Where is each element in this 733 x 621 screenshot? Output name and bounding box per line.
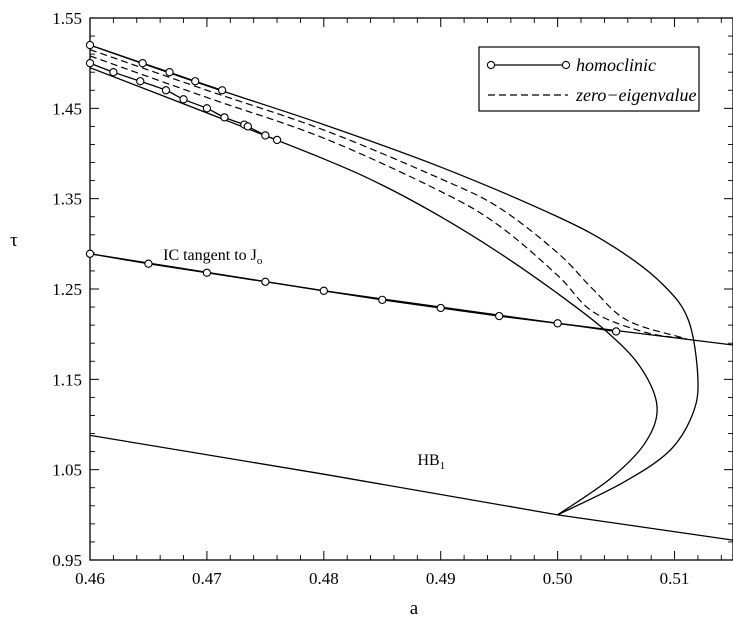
- y-tick-label: 0.95: [52, 551, 82, 570]
- data-point-marker: [191, 77, 200, 86]
- data-point-marker: [220, 113, 229, 122]
- legend: homoclinic zero−eigenvalue: [478, 46, 700, 112]
- legend-marker-left: [486, 60, 496, 70]
- series-line-8: [90, 55, 687, 340]
- annotation-1: HB1: [418, 452, 446, 472]
- data-point-marker: [272, 135, 282, 145]
- data-point-marker: [202, 268, 212, 277]
- legend-label-homoclinic: homoclinic: [576, 55, 656, 75]
- x-tick-label: 0.48: [309, 569, 339, 588]
- series-line-0: [90, 434, 733, 541]
- data-point-marker: [138, 59, 147, 68]
- x-tick-label: 0.47: [192, 569, 222, 588]
- x-tick-label: 0.46: [75, 569, 105, 588]
- legend-marker-right: [561, 60, 571, 70]
- axis-ticks: 0.46 0.47 0.48 0.49 0.50 0.51 0.95 1.05 1.15 1.25…: [52, 9, 733, 588]
- data-point-marker: [85, 59, 95, 68]
- y-tick-label: 1.55: [52, 9, 82, 28]
- data-point-marker: [261, 277, 270, 286]
- x-tick-label: 0.50: [543, 569, 573, 588]
- legend-box: [478, 46, 700, 112]
- x-tick-label: 0.51: [660, 569, 690, 588]
- data-point-marker: [109, 68, 118, 77]
- y-tick-label: 1.25: [52, 280, 82, 299]
- data-point-marker: [179, 95, 188, 104]
- y-tick-label: 1.45: [52, 99, 82, 118]
- data-point-marker: [202, 104, 212, 113]
- y-tick-label: 1.05: [52, 461, 82, 480]
- y-tick-label: 1.35: [52, 190, 82, 209]
- data-point-marker: [261, 131, 270, 140]
- annotation-0: IC tangent to Jo: [163, 247, 263, 267]
- y-axis-label: τ: [10, 230, 18, 251]
- annotations-layer: IC tangent to Jo HB1: [163, 247, 445, 472]
- data-point-marker: [436, 303, 445, 313]
- data-point-marker: [378, 295, 387, 304]
- x-tick-label: 0.49: [426, 569, 456, 588]
- data-point-marker: [85, 249, 95, 258]
- x-axis-label: a: [410, 598, 419, 619]
- data-point-marker: [553, 319, 562, 328]
- y-tick-label: 1.15: [52, 370, 82, 389]
- data-point-marker: [161, 86, 171, 95]
- legend-label-zero-eigenvalue: zero−eigenvalue: [575, 85, 696, 105]
- data-point-marker: [495, 311, 504, 321]
- series-line-4: [90, 253, 617, 333]
- data-point-marker: [243, 122, 252, 131]
- data-point-marker: [85, 40, 95, 50]
- data-point-marker: [611, 327, 621, 336]
- markers-layer: [85, 40, 621, 336]
- data-point-marker: [217, 86, 227, 95]
- series-line-7: [90, 49, 687, 340]
- data-point-marker: [165, 68, 174, 77]
- data-point-marker: [319, 286, 328, 295]
- data-point-marker: [144, 259, 153, 268]
- series-line-2: [90, 44, 699, 516]
- data-point-marker: [136, 77, 145, 86]
